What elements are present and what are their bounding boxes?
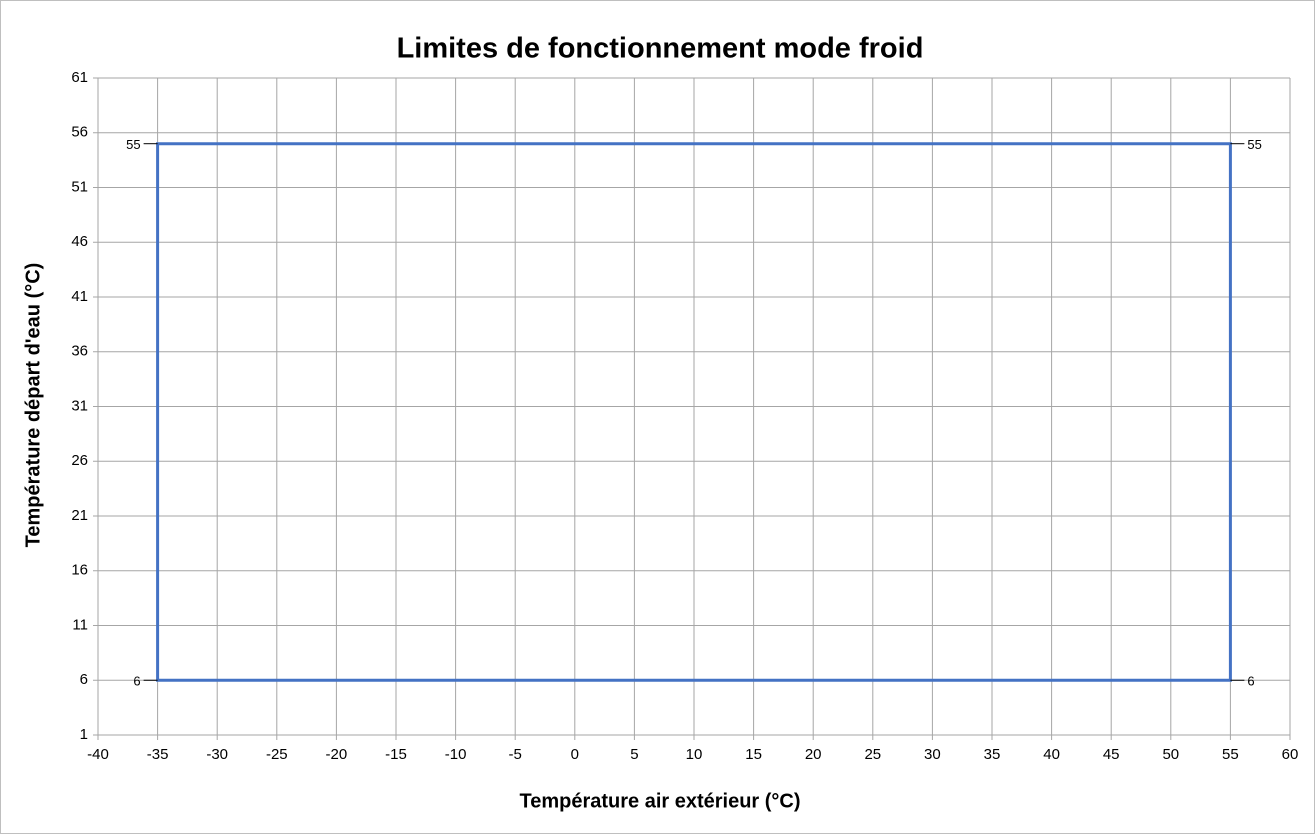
data-label: 6	[1247, 674, 1254, 689]
x-tick-label: 25	[864, 746, 881, 763]
y-tick-label: 6	[80, 671, 88, 688]
x-tick-label: -40	[87, 746, 109, 763]
x-tick-label: 40	[1043, 746, 1060, 763]
data-label: 55	[1247, 137, 1261, 152]
data-label: 55	[126, 137, 140, 152]
y-tick-label: 61	[71, 69, 88, 86]
y-tick-label: 1	[80, 726, 88, 743]
x-tick-label: 20	[805, 746, 822, 763]
x-tick-label: 0	[571, 746, 579, 763]
x-tick-label: 10	[686, 746, 703, 763]
y-tick-label: 51	[71, 178, 88, 195]
x-tick-label: 15	[745, 746, 762, 763]
y-axis-title: Température départ d'eau (°C)	[22, 263, 44, 548]
x-tick-label: 60	[1282, 746, 1299, 763]
y-tick-label: 26	[71, 452, 88, 469]
x-tick-label: 35	[984, 746, 1001, 763]
y-tick-label: 16	[71, 562, 88, 579]
y-tick-label: 41	[71, 288, 88, 305]
chart-title: Limites de fonctionnement mode froid	[397, 33, 924, 65]
x-tick-label: -25	[266, 746, 288, 763]
y-tick-label: 46	[71, 233, 88, 250]
x-tick-label: 30	[924, 746, 941, 763]
x-tick-label: -35	[147, 746, 169, 763]
x-tick-label: -20	[326, 746, 348, 763]
x-tick-label: 50	[1162, 746, 1179, 763]
x-tick-label: 5	[630, 746, 638, 763]
y-tick-label: 31	[71, 397, 88, 414]
x-tick-label: 55	[1222, 746, 1239, 763]
y-tick-label: 56	[71, 124, 88, 141]
x-tick-label: -30	[206, 746, 228, 763]
y-tick-label: 36	[71, 343, 88, 360]
x-tick-label: 45	[1103, 746, 1120, 763]
y-tick-label: 21	[71, 507, 88, 524]
x-tick-label: -15	[385, 746, 407, 763]
x-axis-title: Température air extérieur (°C)	[519, 790, 800, 812]
data-label: 6	[133, 674, 140, 689]
x-tick-label: -10	[445, 746, 467, 763]
x-tick-label: -5	[509, 746, 522, 763]
y-tick-label: 11	[72, 616, 88, 633]
